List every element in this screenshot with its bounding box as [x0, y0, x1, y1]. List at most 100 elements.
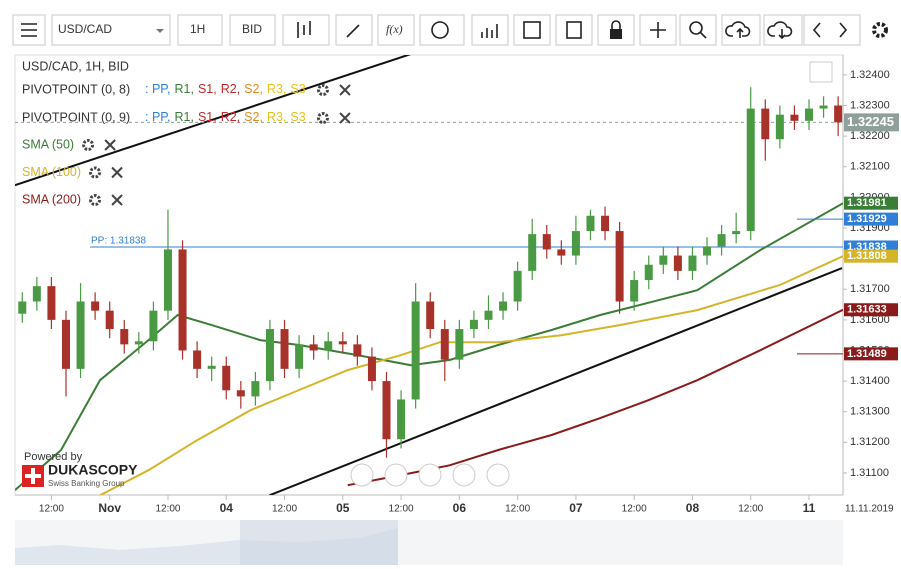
candle-body: [120, 329, 129, 345]
price-badge: [844, 347, 898, 361]
news-icon: [566, 21, 582, 39]
branding: Powered by DUKASCOPY Swiss Banking Group: [22, 451, 138, 488]
price-badge-label: 1.31981: [847, 197, 887, 209]
settings-icon[interactable]: [89, 194, 102, 206]
candle-body: [397, 399, 406, 440]
remove-icon[interactable]: [339, 112, 351, 124]
plot-area: [14, 54, 844, 496]
pivot-key: S2,: [244, 82, 263, 96]
candle-body: [688, 255, 697, 271]
price-badge: [844, 196, 898, 210]
remove-icon[interactable]: [339, 84, 351, 96]
sma-line: [99, 255, 843, 495]
chart-title: USD/CAD, 1H, BID: [22, 59, 129, 73]
candles-icon: [297, 21, 311, 38]
back-button[interactable]: [350, 463, 374, 487]
pivot-key: : PP,: [145, 110, 170, 124]
date-label: 11.11.2019: [845, 504, 894, 515]
symbol-select[interactable]: [51, 14, 171, 46]
candle-body: [193, 350, 202, 369]
pivot-key: S3: [290, 110, 305, 124]
remove-icon[interactable]: [111, 166, 123, 179]
x-tick-label: 12:00: [39, 504, 64, 515]
candle-body: [601, 215, 610, 232]
pivot-key: R2,: [221, 82, 240, 96]
candle-body: [222, 365, 231, 391]
price-badge-label: 1.31633: [847, 304, 887, 316]
news-button[interactable]: [555, 14, 593, 46]
settings-icon[interactable]: [317, 112, 329, 124]
volume-button[interactable]: [471, 14, 509, 46]
navigator-window[interactable]: [240, 520, 398, 565]
remove-icon[interactable]: [104, 139, 116, 151]
candle-body: [382, 381, 391, 440]
logo-cross: [25, 468, 41, 484]
x-tick-label: 06: [453, 501, 467, 515]
candle-body: [309, 344, 318, 351]
settings-icon[interactable]: [317, 84, 329, 96]
zoom-out-button[interactable]: [384, 463, 408, 487]
x-tick-label: 12:00: [738, 504, 763, 515]
popout-button[interactable]: [809, 61, 833, 83]
x-tick-label: Nov: [98, 501, 121, 515]
candle-body: [178, 249, 187, 351]
candle-body: [469, 319, 478, 330]
play-button[interactable]: [486, 463, 510, 487]
menu-icon: [21, 23, 37, 37]
crosshair-icon: [650, 22, 666, 38]
fx-button[interactable]: [377, 14, 415, 46]
pivot-key: R3,: [267, 110, 286, 124]
candle-body: [484, 310, 493, 320]
plot: PP: 1.31838: [15, 55, 843, 495]
y-tick-label: 1.31100: [850, 467, 889, 479]
candle-body: [586, 215, 595, 232]
settings-icon[interactable]: [82, 139, 95, 151]
brand-name: DUKASCOPY: [48, 462, 138, 478]
candle-body: [455, 329, 464, 360]
chart-type-button[interactable]: [282, 14, 330, 46]
candle-body: [76, 301, 85, 369]
x-tick-label: 08: [686, 501, 700, 515]
reset-button[interactable]: [418, 463, 442, 487]
pivot-key: S3: [290, 82, 305, 96]
settings-icon[interactable]: [89, 166, 102, 179]
candle-body: [61, 319, 70, 369]
info-button[interactable]: [419, 14, 465, 46]
toolbar: USD/CAD 1H BID f(x): [12, 14, 888, 46]
candle-body: [149, 310, 158, 342]
x-tick-label: 12:00: [622, 504, 647, 515]
candle-body: [761, 108, 770, 140]
settings-icon[interactable]: [872, 22, 888, 38]
legend-entry: SMA (200): [22, 192, 81, 206]
zoom-in-button[interactable]: [452, 463, 476, 487]
candle-body: [251, 381, 260, 397]
fx-label: f(x): [386, 22, 403, 36]
pivot-key: R1,: [174, 82, 193, 96]
pp-label: PP: 1.31838: [91, 236, 146, 247]
price-badge-label: 1.31808: [847, 250, 887, 262]
candle-body: [659, 255, 668, 265]
candle-body: [338, 341, 347, 345]
candle-body: [790, 114, 799, 121]
candle-body: [280, 329, 289, 369]
price-badge-label: 1.31489: [847, 348, 887, 360]
calendar-button[interactable]: [513, 14, 551, 46]
indicator-keys: : PP, R1, S1, R2, S2, R3, S3: [145, 82, 306, 96]
zoom-handle: [699, 31, 707, 39]
remove-icon[interactable]: [111, 194, 123, 206]
dropdown-arrow: [156, 29, 164, 33]
candle-body: [542, 234, 551, 250]
download-button[interactable]: [763, 14, 803, 46]
zoom-button[interactable]: [679, 14, 717, 46]
candle-body: [528, 234, 537, 271]
period-select[interactable]: [177, 14, 223, 46]
candle-body: [236, 390, 245, 397]
price-badge: [844, 249, 898, 263]
side-select[interactable]: [229, 14, 276, 46]
pivot-key: S2,: [244, 110, 263, 124]
candle-body: [571, 231, 580, 256]
zoom-icon: [689, 21, 703, 35]
scroll-buttons[interactable]: [803, 14, 861, 46]
candle-body: [324, 341, 333, 351]
candle-body: [426, 301, 435, 330]
